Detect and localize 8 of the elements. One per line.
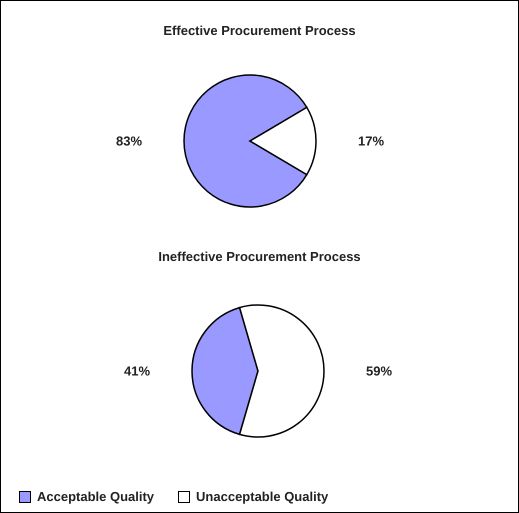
chart-title: Effective Procurement Process — [162, 23, 357, 38]
data-label: 41% — [124, 364, 150, 378]
data-label: 83% — [116, 134, 142, 148]
legend-label: Acceptable Quality — [37, 489, 154, 504]
chart-title: Ineffective Procurement Process — [157, 249, 362, 264]
data-label: 17% — [358, 134, 384, 148]
data-label: 59% — [366, 364, 392, 378]
legend-label: Unacceptable Quality — [196, 489, 328, 504]
